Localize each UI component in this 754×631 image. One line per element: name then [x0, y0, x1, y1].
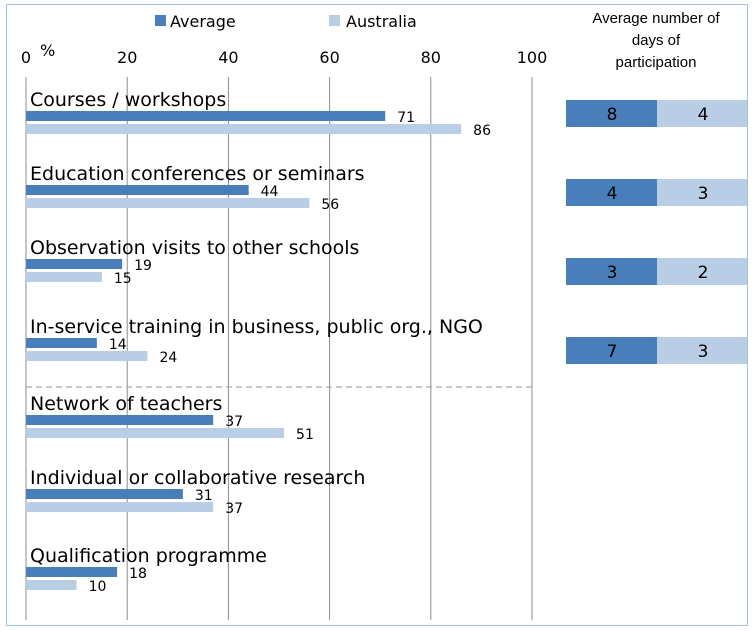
bar-australia — [26, 502, 214, 512]
bar-average — [26, 489, 183, 499]
value-label-australia: 15 — [114, 271, 132, 287]
category-label: Education conferences or seminars — [30, 163, 365, 185]
chart-frame — [6, 4, 748, 626]
x-tick-label: 60 — [319, 48, 339, 67]
category-label: Courses / workshops — [30, 89, 226, 111]
value-label-average: 31 — [195, 488, 213, 504]
bar-average — [26, 415, 214, 425]
bar-average — [26, 185, 249, 195]
value-label-australia: 56 — [321, 197, 339, 213]
x-tick-label: 0 — [21, 48, 31, 67]
days-cell-average — [566, 337, 657, 364]
value-label-average: 71 — [397, 110, 415, 126]
legend-swatch-australia — [329, 15, 340, 26]
legend-label-average: Average — [170, 12, 236, 31]
days-cell-average — [566, 179, 657, 206]
days-value-australia: 3 — [698, 342, 709, 362]
category-label: Observation visits to other schools — [30, 237, 359, 259]
days-value-average: 3 — [607, 263, 618, 283]
bar-australia — [26, 428, 285, 438]
days-cell-average — [566, 100, 657, 127]
bar-australia — [26, 198, 310, 208]
category-label: Qualification programme — [30, 545, 267, 567]
days-cell-average — [566, 258, 657, 285]
category-label: In-service training in business, public … — [30, 316, 483, 338]
days-value-average: 7 — [607, 342, 618, 362]
days-title-line-3: participation — [616, 54, 697, 71]
bar-australia — [26, 272, 102, 282]
value-label-australia: 10 — [89, 579, 107, 595]
days-value-average: 4 — [607, 184, 618, 204]
days-title-line-1: Average number of — [592, 10, 720, 27]
days-cell-australia — [657, 179, 747, 206]
value-label-australia: 86 — [473, 123, 491, 139]
x-tick-label: 40 — [218, 48, 238, 67]
value-label-average: 44 — [261, 184, 279, 200]
x-tick-label: 100 — [517, 48, 548, 67]
value-label-australia: 51 — [296, 427, 314, 443]
unit-label: % — [40, 41, 55, 60]
x-tick-label: 20 — [117, 48, 137, 67]
bar-average — [26, 567, 118, 577]
legend-swatch-average — [155, 15, 166, 26]
days-cell-australia — [657, 258, 747, 285]
category-label: Network of teachers — [30, 393, 222, 415]
bar-australia — [26, 351, 148, 361]
days-title-line-2: days of — [632, 32, 681, 49]
bar-average — [26, 338, 97, 348]
value-label-average: 37 — [225, 414, 243, 430]
bar-average — [26, 111, 386, 121]
days-value-average: 8 — [607, 105, 618, 125]
category-label: Individual or collaborative research — [30, 467, 365, 489]
days-value-australia: 4 — [698, 105, 709, 125]
days-cell-australia — [657, 100, 747, 127]
value-label-average: 14 — [109, 337, 127, 353]
bar-average — [26, 259, 123, 269]
days-cell-australia — [657, 337, 747, 364]
value-label-australia: 37 — [225, 501, 243, 517]
bar-australia — [26, 124, 462, 134]
value-label-average: 18 — [129, 566, 147, 582]
bar-australia — [26, 580, 77, 590]
x-tick-label: 80 — [421, 48, 441, 67]
legend-label-australia: Australia — [346, 12, 417, 31]
value-label-average: 19 — [134, 258, 152, 274]
days-value-australia: 2 — [698, 263, 709, 283]
days-value-australia: 3 — [698, 184, 709, 204]
value-label-australia: 24 — [159, 350, 177, 366]
